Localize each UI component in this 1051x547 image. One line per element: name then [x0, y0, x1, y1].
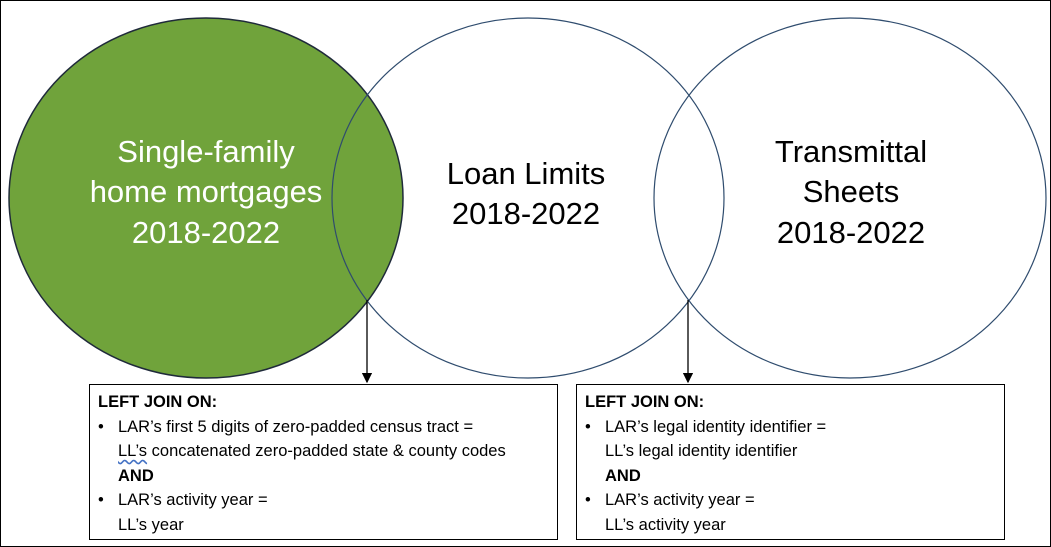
join-condition-text: concatenated zero-padded state & county … [147, 442, 506, 460]
circle-label-loan-limits: Loan Limits 2018-2022 [376, 154, 676, 235]
circle-label-single-family: Single-family home mortgages 2018-2022 [41, 132, 371, 253]
join-and-keyword: AND [118, 466, 154, 485]
circle-label-line: 2018-2022 [131, 214, 281, 250]
join-condition-continuation: LL’s legal identity identifier [605, 442, 798, 460]
bullet-icon: • [98, 417, 104, 436]
join-and-keyword: AND [605, 466, 641, 485]
join-condition-text: LAR’s activity year = [605, 491, 755, 509]
bullet-icon: • [98, 491, 104, 509]
circle-label-line: Loan Limits [446, 156, 606, 191]
circle-label-line: 2018-2022 [451, 196, 601, 232]
spellcheck-underlined-word: LL’s [118, 442, 148, 460]
join-condition: • LAR’s legal identity identifier = [585, 415, 996, 440]
join-condition-continuation: LL’s year [118, 515, 184, 534]
join-condition-continuation: LL’s concatenated zero-padded state & co… [98, 439, 549, 464]
circle-label-line: Transmittal [774, 134, 928, 169]
join-title: LEFT JOIN ON: [98, 393, 218, 411]
join-condition: • LAR’s first 5 digits of zero-padded ce… [98, 415, 549, 440]
join-condition-text: LAR’s first 5 digits of zero-padded cens… [118, 417, 474, 436]
right-join-box: LEFT JOIN ON: • LAR’s legal identity ide… [576, 384, 1005, 540]
join-title: LEFT JOIN ON: [585, 393, 705, 411]
circle-label-line: 2018-2022 [776, 214, 926, 250]
circle-loan-limits [331, 17, 725, 379]
join-condition-continuation: LL’s activity year [605, 515, 726, 534]
bullet-icon: • [585, 491, 591, 509]
circle-label-transmittal-sheets: Transmittal Sheets 2018-2022 [711, 132, 991, 253]
left-join-box: LEFT JOIN ON: • LAR’s first 5 digits of … [89, 384, 558, 540]
circle-label-line: home mortgages [89, 174, 323, 210]
join-condition: • LAR’s activity year = [585, 488, 996, 513]
join-condition: • LAR’s activity year = [98, 488, 549, 513]
circle-single-family [8, 17, 404, 379]
join-condition-text: LAR’s legal identity identifier = [605, 417, 827, 436]
circle-label-line: Single-family [117, 134, 295, 169]
join-condition-text: LAR’s activity year = [118, 491, 268, 509]
bullet-icon: • [585, 417, 591, 436]
circle-transmittal-sheets [653, 17, 1047, 379]
circle-label-line: Sheets [802, 174, 900, 210]
